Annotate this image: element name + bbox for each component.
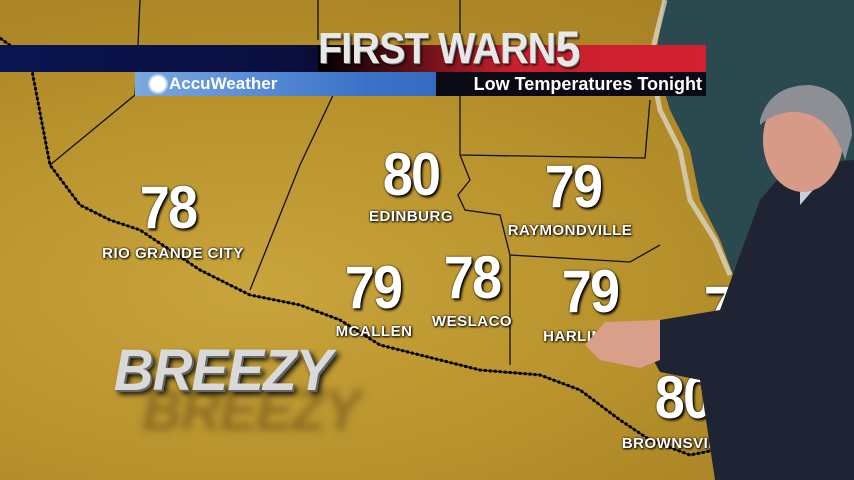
temp-mcallen: 79	[344, 254, 403, 321]
provider-name: AccuWeather	[169, 74, 278, 93]
city-rio-grande-city: RIO GRANDE CITY	[102, 245, 244, 262]
temp-weslaco: 78	[443, 244, 502, 311]
logo-text: FIRST WARN	[318, 26, 556, 72]
city-brownsville: BROWNSVILLE	[621, 435, 739, 452]
city-raymondville: RAYMONDVILLE	[507, 222, 633, 239]
station-logo: FIRST WARN5	[318, 26, 580, 72]
temp-edinburg: 80	[382, 141, 441, 208]
temp-harlingen: 79	[561, 258, 620, 325]
sun-icon	[150, 76, 166, 92]
city-mcallen: MCALLEN	[335, 323, 413, 340]
logo-number: 5	[555, 26, 580, 72]
banner-red-band	[318, 45, 706, 72]
subtitle-background	[436, 72, 706, 96]
condition-label: BREEZY	[113, 338, 333, 403]
temp-rio-grande-city: 78	[139, 174, 198, 241]
accuweather-logo: AccuWeather	[150, 74, 277, 94]
city-edinburg: EDINBURG	[368, 208, 454, 225]
city-weslaco: WESLACO	[431, 313, 513, 330]
temp-raymondville: 79	[544, 153, 603, 220]
segment-title: Low Temperatures Tonight	[473, 74, 702, 94]
